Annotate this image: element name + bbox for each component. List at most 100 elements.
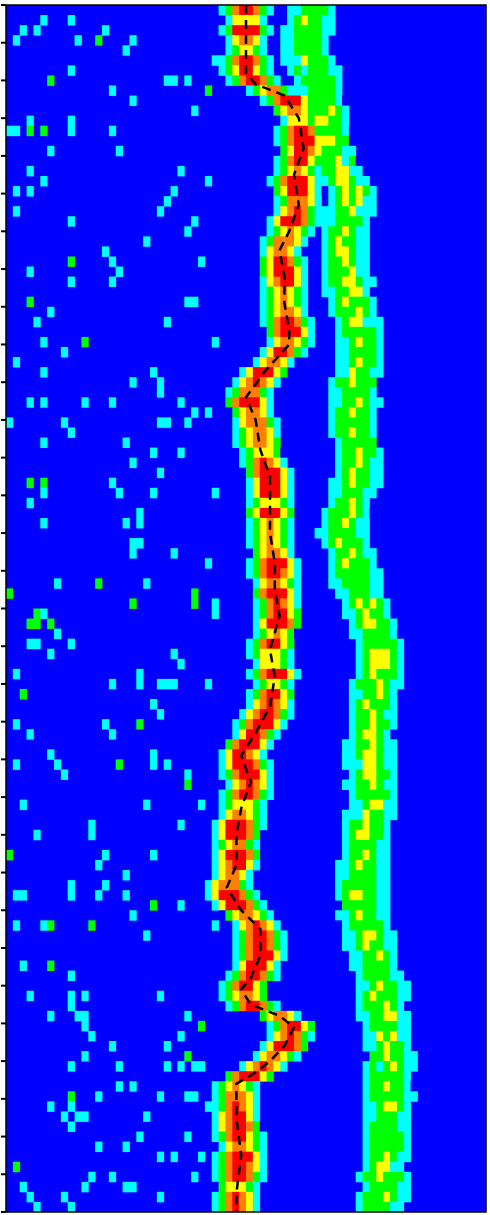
heatmap-cell — [266, 236, 274, 247]
heatmap-cell — [246, 870, 254, 881]
heatmap-cell — [376, 357, 384, 368]
heatmap-cell — [369, 789, 377, 801]
heatmap-cell — [239, 940, 247, 951]
heatmap-cell — [335, 155, 343, 167]
heatmap-cell — [218, 990, 226, 1002]
heatmap-cell — [239, 739, 247, 750]
heatmap-cell — [396, 970, 405, 982]
heatmap-cell — [108, 477, 117, 489]
heatmap-cell — [362, 990, 370, 1002]
heatmap-cell — [300, 1030, 309, 1042]
heatmap-cell — [252, 849, 261, 861]
heatmap-cell — [280, 558, 288, 569]
heatmap-cell — [287, 246, 295, 257]
heatmap-cell — [26, 618, 34, 630]
heatmap-cell — [369, 779, 377, 790]
heatmap-cell — [252, 829, 261, 841]
heatmap-cell — [355, 779, 363, 790]
heatmap-cell — [383, 1181, 391, 1193]
heatmap-cell — [232, 1131, 240, 1142]
heatmap-cell — [266, 387, 274, 398]
heatmap-cell — [246, 1191, 254, 1203]
heatmap-cell — [33, 25, 41, 36]
heatmap-cell — [266, 578, 274, 589]
heatmap-cell — [225, 1191, 233, 1203]
heatmap-cell — [273, 266, 281, 277]
heatmap-cell — [211, 598, 219, 609]
heatmap-cell — [321, 75, 329, 86]
heatmap-cell — [19, 1181, 27, 1193]
heatmap-cell — [259, 417, 267, 428]
heatmap-cell — [342, 930, 350, 941]
heatmap-cell — [280, 688, 288, 700]
heatmap-cell — [376, 316, 384, 328]
heatmap-cell — [396, 1081, 405, 1092]
heatmap-cell — [252, 668, 261, 680]
heatmap-cell — [362, 1181, 370, 1193]
heatmap-cell — [369, 739, 377, 750]
heatmap-cell — [259, 799, 267, 811]
heatmap-cell — [300, 336, 309, 348]
heatmap-cell — [252, 910, 261, 921]
heatmap-cell — [362, 286, 370, 298]
heatmap-cell — [246, 648, 254, 660]
heatmap-cell — [376, 719, 384, 730]
heatmap-cell — [273, 688, 281, 700]
heatmap-cell — [218, 839, 226, 851]
heatmap-cell — [33, 316, 41, 328]
heatmap-cell — [376, 336, 384, 348]
heatmap-cell — [246, 749, 254, 760]
heatmap-cell — [383, 779, 391, 790]
heatmap-cell — [211, 1181, 219, 1193]
heatmap-cell — [294, 5, 302, 16]
heatmap-cell — [204, 880, 213, 891]
heatmap-cell — [294, 346, 302, 358]
heatmap-cell — [369, 296, 377, 308]
heatmap-cell — [342, 125, 350, 137]
heatmap-cell — [266, 950, 274, 961]
heatmap-cell — [211, 829, 219, 841]
heatmap-cell — [383, 1131, 391, 1142]
heatmap-cell — [218, 980, 226, 992]
heatmap-cell — [252, 749, 261, 760]
heatmap-cell — [390, 1191, 398, 1203]
heatmap-cell — [287, 1051, 295, 1062]
heatmap-cell — [225, 890, 233, 901]
heatmap-cell — [273, 135, 281, 147]
heatmap-cell — [335, 105, 343, 117]
heatmap-cell — [218, 65, 226, 76]
heatmap-cell — [396, 1010, 405, 1022]
heatmap-cell — [294, 588, 302, 599]
heatmap-cell — [246, 447, 254, 459]
heatmap-cell — [225, 1071, 233, 1082]
heatmap-cell — [403, 980, 411, 992]
top-margin — [0, 0, 490, 5]
heatmap-cell — [390, 930, 398, 941]
heatmap-cell — [335, 517, 343, 529]
heatmap-cell — [252, 75, 261, 86]
heatmap-cell — [294, 316, 302, 328]
heatmap-cell — [108, 85, 117, 96]
heatmap-cell — [225, 990, 233, 1002]
heatmap-cell — [342, 236, 350, 247]
heatmap-cell — [348, 729, 357, 740]
heatmap-cell — [266, 779, 274, 790]
heatmap-cell — [355, 286, 363, 298]
heatmap-cell — [252, 940, 261, 951]
heatmap-cell — [40, 336, 48, 348]
heatmap-cell — [40, 15, 48, 26]
heatmap-cell — [396, 638, 405, 650]
heatmap-cell — [204, 558, 213, 569]
heatmap-cell — [342, 186, 350, 197]
heatmap-cell — [47, 618, 55, 630]
heatmap-cell — [259, 85, 267, 96]
heatmap-cell — [362, 497, 370, 509]
heatmap-cell — [246, 809, 254, 821]
heatmap-cell — [390, 1151, 398, 1163]
heatmap-cell — [390, 960, 398, 971]
heatmap-cell — [335, 165, 343, 177]
heatmap-cell — [47, 960, 55, 971]
heatmap-cell — [280, 517, 288, 529]
heatmap-cell — [355, 729, 363, 740]
